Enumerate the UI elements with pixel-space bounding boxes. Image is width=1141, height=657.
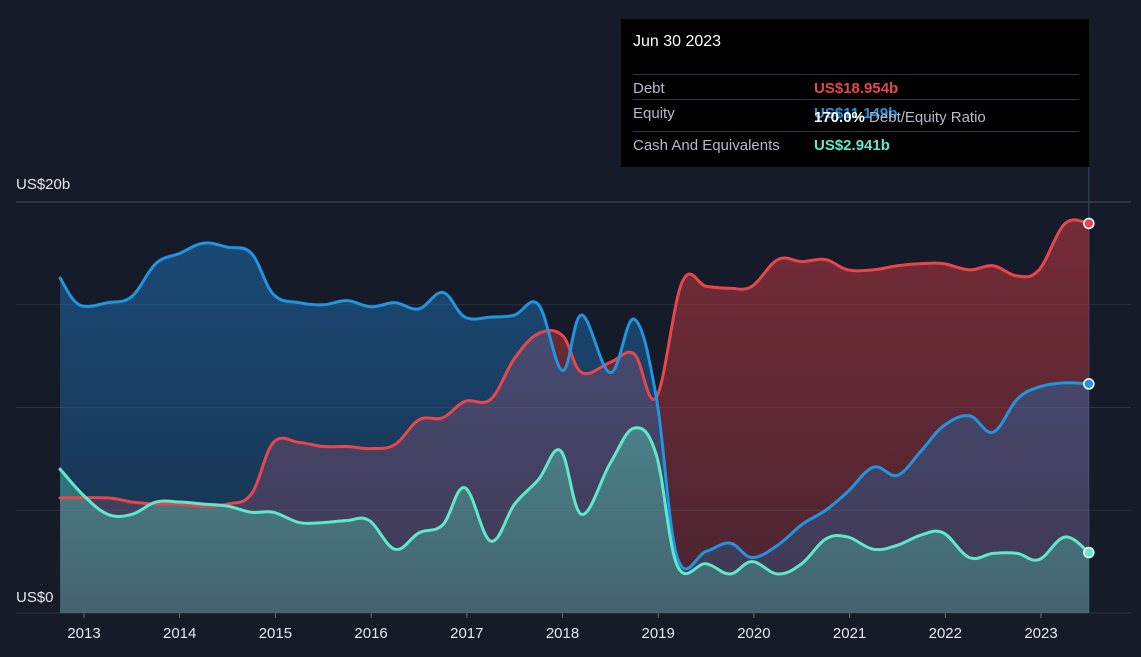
- cash-and-equivalents-endpoint: [1083, 546, 1095, 559]
- debt-endpoint: [1083, 217, 1095, 230]
- tooltip-row-equity: Equity US$11.149b: [633, 99, 1079, 125]
- cash-and-equivalents-area: [60, 427, 1089, 613]
- y-axis-label-bottom: US$0: [16, 589, 54, 606]
- tooltip-equity-value: US$11.149b: [814, 105, 898, 122]
- x-tick-label: 2020: [737, 625, 770, 642]
- x-tick-label: 2022: [929, 625, 962, 642]
- x-tick-label: 2023: [1024, 625, 1057, 642]
- debt-line: [58, 218, 1091, 508]
- x-tick-label: 2018: [546, 625, 579, 642]
- x-tick-label: 2019: [642, 625, 675, 642]
- x-tick-label: 2014: [163, 625, 196, 642]
- y-axis-label-top: US$20b: [16, 176, 71, 193]
- tooltip-debt-value: US$18.954b: [814, 80, 899, 97]
- tooltip-ratio-label: Debt/Equity Ratio: [869, 109, 986, 126]
- tooltip-cash-value: US$2.941b: [814, 137, 890, 154]
- x-tick-label: 2017: [450, 625, 483, 642]
- x-tick-label: 2021: [833, 625, 866, 642]
- cash-and-equivalents-line: [58, 426, 1091, 576]
- equity-endpoint: [1083, 378, 1095, 390]
- tooltip-ratio-value: 170.0%: [814, 109, 865, 126]
- equity-line: [58, 241, 1091, 571]
- tooltip-row-cash: Cash And Equivalents US$2.941b: [633, 131, 1079, 157]
- equity-area: [60, 242, 1089, 613]
- tooltip-ratio: 170.0% Debt/Equity Ratio: [814, 109, 986, 126]
- tooltip-cash-label: Cash And Equivalents: [633, 137, 780, 154]
- x-tick-label: 2013: [67, 625, 100, 642]
- tooltip-equity-label: Equity: [633, 105, 675, 122]
- tooltip-row-debt: Debt US$18.954b: [633, 74, 1079, 100]
- x-tick-label: 2015: [259, 625, 292, 642]
- tooltip-date: Jun 30 2023: [633, 33, 722, 50]
- tooltip-debt-label: Debt: [633, 80, 665, 97]
- tooltip: Jun 30 2023 Debt US$18.954b Equity US$11…: [621, 19, 1089, 167]
- x-tick-label: 2016: [354, 625, 387, 642]
